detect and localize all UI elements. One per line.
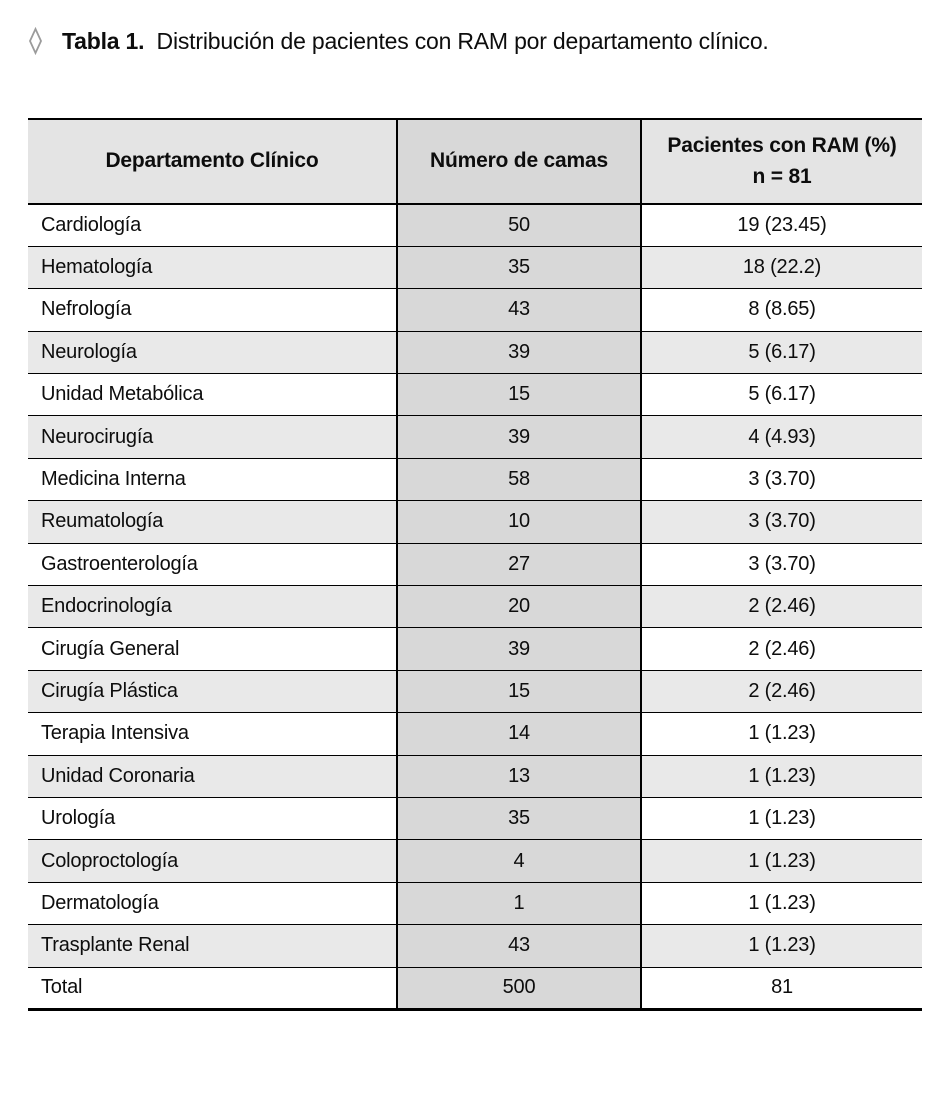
table-row: Hematología 35 18 (22.2) (28, 246, 922, 290)
cell-camas: 39 (396, 627, 642, 671)
table-row: Cirugía General 39 2 (2.46) (28, 627, 922, 671)
table-caption: Tabla 1. Distribución de pacientes con R… (28, 26, 922, 56)
cell-departamento: Neurología (28, 331, 397, 375)
cell-departamento: Endocrinología (28, 585, 397, 629)
cell-camas: 39 (396, 331, 642, 375)
caption-label: Tabla 1. (62, 28, 145, 54)
cell-pacientes: 8 (8.65) (641, 288, 922, 332)
cell-departamento: Cirugía Plástica (28, 670, 397, 714)
ram-distribution-table: Departamento Clínico Número de camas Pac… (28, 118, 922, 1011)
cell-pacientes: 2 (2.46) (641, 627, 922, 671)
table-row: Terapia Intensiva 14 1 (1.23) (28, 712, 922, 756)
cell-departamento: Cardiología (28, 204, 397, 247)
table-row: Medicina Interna 58 3 (3.70) (28, 458, 922, 502)
cell-departamento: Trasplante Renal (28, 924, 397, 968)
cell-departamento: Cirugía General (28, 627, 397, 671)
col-header-pacientes-line1: Pacientes con RAM (%) (667, 134, 897, 158)
cell-pacientes: 5 (6.17) (641, 373, 922, 417)
cell-departamento: Urología (28, 797, 397, 841)
cell-camas: 43 (396, 288, 642, 332)
cell-camas: 10 (396, 500, 642, 544)
cell-pacientes: 3 (3.70) (641, 543, 922, 587)
cell-camas: 58 (396, 458, 642, 502)
table-row: Unidad Metabólica 15 5 (6.17) (28, 373, 922, 417)
cell-pacientes: 1 (1.23) (641, 797, 922, 841)
table-row: Neurocirugía 39 4 (4.93) (28, 415, 922, 459)
cell-pacientes: 5 (6.17) (641, 331, 922, 375)
cell-departamento: Unidad Metabólica (28, 373, 397, 417)
cell-departamento: Medicina Interna (28, 458, 397, 502)
cell-departamento: Gastroenterología (28, 543, 397, 587)
table-row: Gastroenterología 27 3 (3.70) (28, 543, 922, 587)
table-row: Neurología 39 5 (6.17) (28, 331, 922, 375)
col-header-camas: Número de camas (396, 118, 642, 205)
total-camas: 500 (396, 967, 642, 1011)
table-row: Nefrología 43 8 (8.65) (28, 288, 922, 332)
cell-pacientes: 1 (1.23) (641, 924, 922, 968)
cell-departamento: Terapia Intensiva (28, 712, 397, 756)
diamond-icon (29, 27, 42, 55)
cell-pacientes: 3 (3.70) (641, 500, 922, 544)
table-body: Cardiología 50 19 (23.45) Hematología 35… (28, 204, 922, 1011)
cell-pacientes: 1 (1.23) (641, 839, 922, 883)
cell-pacientes: 1 (1.23) (641, 712, 922, 756)
cell-camas: 15 (396, 373, 642, 417)
cell-pacientes: 4 (4.93) (641, 415, 922, 459)
cell-camas: 14 (396, 712, 642, 756)
cell-departamento: Unidad Coronaria (28, 755, 397, 798)
cell-departamento: Coloproctología (28, 839, 397, 883)
table-row: Dermatología 1 1 (1.23) (28, 882, 922, 926)
col-header-pacientes-line2: n = 81 (752, 164, 812, 188)
cell-departamento: Hematología (28, 246, 397, 290)
cell-pacientes: 2 (2.46) (641, 670, 922, 714)
cell-camas: 39 (396, 415, 642, 459)
table-header: Departamento Clínico Número de camas Pac… (28, 118, 922, 205)
cell-camas: 1 (396, 882, 642, 926)
cell-pacientes: 19 (23.45) (641, 204, 922, 247)
table-row: Reumatología 10 3 (3.70) (28, 500, 922, 544)
total-pacientes: 81 (641, 967, 922, 1011)
cell-pacientes: 1 (1.23) (641, 755, 922, 798)
cell-camas: 15 (396, 670, 642, 714)
cell-camas: 27 (396, 543, 642, 587)
table-row: Endocrinología 20 2 (2.46) (28, 585, 922, 629)
total-row: Total 500 81 (28, 967, 922, 1011)
header-row: Departamento Clínico Número de camas Pac… (28, 118, 922, 205)
cell-camas: 13 (396, 755, 642, 798)
table-row: Coloproctología 4 1 (1.23) (28, 839, 922, 883)
cell-departamento: Neurocirugía (28, 415, 397, 459)
table-row: Cirugía Plástica 15 2 (2.46) (28, 670, 922, 714)
table-row: Unidad Coronaria 13 1 (1.23) (28, 755, 922, 798)
cell-pacientes: 3 (3.70) (641, 458, 922, 502)
page: Tabla 1. Distribución de pacientes con R… (0, 26, 950, 1011)
col-header-departamento: Departamento Clínico (28, 118, 397, 205)
cell-camas: 43 (396, 924, 642, 968)
cell-camas: 35 (396, 246, 642, 290)
cell-departamento: Dermatología (28, 882, 397, 926)
caption-text: Tabla 1. Distribución de pacientes con R… (62, 26, 769, 56)
total-label: Total (28, 967, 397, 1011)
cell-camas: 35 (396, 797, 642, 841)
cell-departamento: Reumatología (28, 500, 397, 544)
cell-departamento: Nefrología (28, 288, 397, 332)
cell-camas: 50 (396, 204, 642, 247)
table-row: Trasplante Renal 43 1 (1.23) (28, 924, 922, 968)
cell-pacientes: 1 (1.23) (641, 882, 922, 926)
caption-description: Distribución de pacientes con RAM por de… (156, 28, 769, 54)
table-row: Cardiología 50 19 (23.45) (28, 204, 922, 247)
cell-pacientes: 2 (2.46) (641, 585, 922, 629)
cell-pacientes: 18 (22.2) (641, 246, 922, 290)
cell-camas: 20 (396, 585, 642, 629)
table-row: Urología 35 1 (1.23) (28, 797, 922, 841)
cell-camas: 4 (396, 839, 642, 883)
col-header-pacientes: Pacientes con RAM (%) n = 81 (641, 118, 922, 205)
